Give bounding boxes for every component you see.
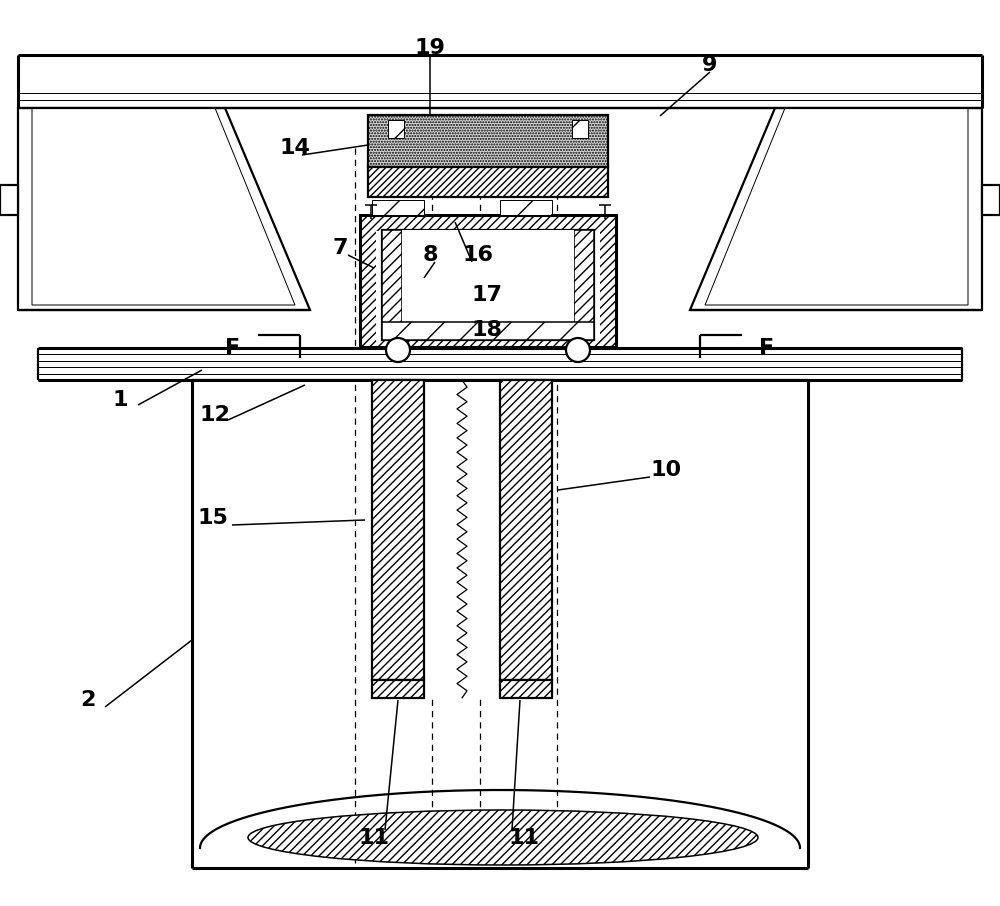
- Text: 12: 12: [200, 405, 230, 425]
- Text: 2: 2: [80, 690, 96, 710]
- Bar: [360, 215, 616, 347]
- Bar: [368, 115, 608, 167]
- Text: 15: 15: [198, 508, 228, 528]
- Text: 10: 10: [650, 460, 682, 480]
- Bar: [372, 200, 424, 215]
- Bar: [500, 380, 552, 680]
- Bar: [368, 167, 608, 197]
- Text: 19: 19: [415, 38, 445, 58]
- Text: 1: 1: [112, 390, 128, 410]
- Bar: [372, 380, 424, 680]
- Text: 11: 11: [358, 828, 390, 848]
- Bar: [500, 200, 552, 215]
- Bar: [574, 230, 594, 340]
- Polygon shape: [0, 185, 18, 215]
- Bar: [402, 230, 574, 340]
- Polygon shape: [982, 185, 1000, 215]
- Bar: [38, 367, 962, 373]
- Bar: [376, 231, 600, 341]
- Bar: [38, 354, 962, 361]
- Text: 11: 11: [509, 828, 540, 848]
- Text: 16: 16: [462, 245, 494, 265]
- Ellipse shape: [248, 810, 758, 865]
- Bar: [372, 680, 424, 698]
- Bar: [382, 230, 594, 340]
- Bar: [38, 373, 962, 380]
- Polygon shape: [705, 108, 968, 305]
- Text: 18: 18: [472, 320, 503, 340]
- Bar: [388, 120, 404, 138]
- Bar: [382, 230, 402, 340]
- Bar: [38, 348, 962, 354]
- Polygon shape: [18, 108, 310, 310]
- Text: F: F: [759, 338, 775, 358]
- Bar: [424, 380, 500, 698]
- Circle shape: [386, 338, 410, 362]
- Bar: [500, 680, 552, 698]
- Text: 7: 7: [332, 238, 348, 258]
- Bar: [382, 322, 594, 340]
- Circle shape: [566, 338, 590, 362]
- Bar: [572, 120, 588, 138]
- Text: 8: 8: [422, 245, 438, 265]
- Text: 9: 9: [702, 55, 718, 75]
- Text: F: F: [225, 338, 241, 358]
- Text: 14: 14: [280, 138, 310, 158]
- Polygon shape: [690, 108, 982, 310]
- Bar: [38, 361, 962, 367]
- Text: 17: 17: [472, 285, 503, 305]
- Polygon shape: [32, 108, 295, 305]
